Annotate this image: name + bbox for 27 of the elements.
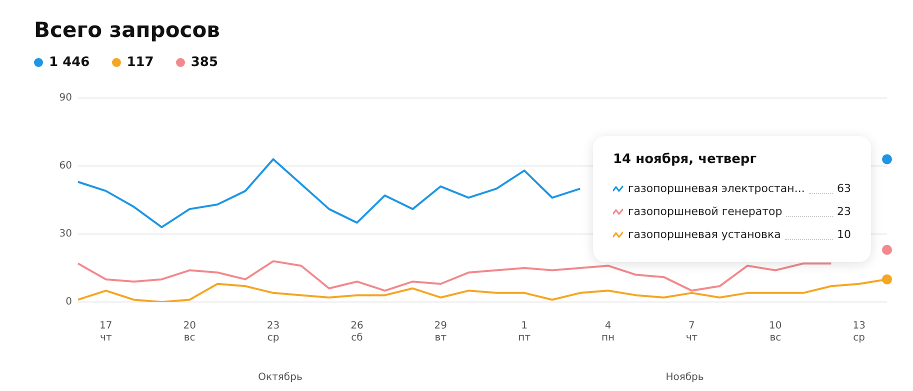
annotation: 23 [837, 205, 851, 218]
text: 1 446 [49, 55, 90, 70]
x-tick-label: 29 вт [434, 320, 448, 344]
x-tick-label: 26 сб [350, 320, 364, 344]
x-tick-label: 13 ср [852, 320, 866, 344]
annotation: 63 [837, 182, 851, 195]
x-tick-label: 10 вс [769, 320, 782, 344]
y-tick-label: 90 [59, 92, 72, 104]
y-tick-label: 0 [66, 296, 72, 308]
y-tick-label: 30 [59, 228, 72, 240]
y-tick-label: 60 [59, 160, 72, 172]
x-tick-label: 1 пт [518, 320, 531, 344]
legend-label: газопоршневая установка [628, 228, 781, 241]
annotation: 10 [837, 228, 851, 241]
legend-label: газопоршневой генератор [628, 205, 782, 218]
chart-title: Всего запросов [34, 18, 220, 42]
x-tick-label: 17 чт [100, 320, 112, 344]
text: 385 [190, 55, 218, 70]
text: Октябрь [258, 372, 302, 383]
legend-label: газопоршневая электростан... [628, 182, 805, 195]
x-tick-label: 20 вс [183, 320, 196, 344]
x-tick-label: 7 чт [686, 320, 698, 344]
text: Ноябрь [666, 372, 704, 383]
x-tick-label: 23 ср [266, 320, 280, 344]
annotation: 14 ноября, четверг [613, 152, 758, 167]
text: 117 [126, 55, 154, 70]
x-tick-label: 4 пн [601, 320, 615, 344]
